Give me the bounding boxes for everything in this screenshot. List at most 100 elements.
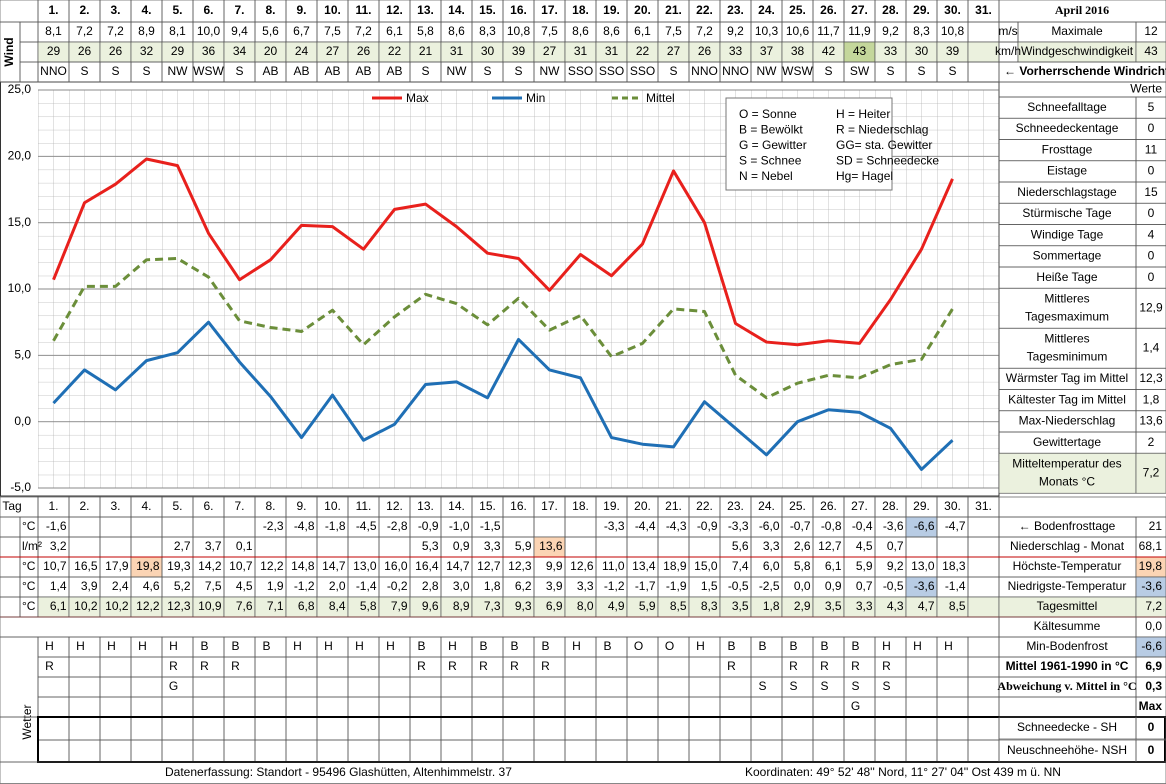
cell-text: -0,5	[728, 579, 749, 593]
cell-text: B	[789, 639, 797, 653]
cell-text: SSO	[599, 64, 624, 78]
cell-text: H	[138, 639, 147, 653]
cell-text: AB	[355, 64, 371, 78]
cell-text: H	[572, 639, 581, 653]
cell-text: Tagesmittel	[1037, 599, 1098, 613]
legend-label: Max	[406, 91, 429, 105]
day-header: 17.	[541, 499, 558, 513]
cell-text: 32	[140, 44, 154, 58]
cell-text: 21	[1149, 519, 1163, 533]
cell-text: 8,3	[701, 599, 718, 613]
day-header: 26.	[820, 499, 837, 513]
day-header: 8.	[265, 499, 275, 513]
cell-text: 10,9	[198, 599, 222, 613]
cell-text: 4,9	[608, 599, 625, 613]
cell-text: Höchste-Temperatur	[1013, 559, 1122, 573]
day-header: 6.	[203, 3, 213, 17]
cell-text: 5,8	[360, 599, 377, 613]
cell-text: 7,9	[391, 599, 408, 613]
cell-text: 14,7	[322, 559, 346, 573]
cell-text: 10,2	[74, 599, 98, 613]
cell-text: 16,0	[384, 559, 408, 573]
cell-text: 14,8	[291, 559, 315, 573]
cell-text: H	[293, 639, 302, 653]
cell-text: 3,3	[577, 579, 594, 593]
day-header: 16.	[510, 499, 527, 513]
cell-text: 9,9	[546, 559, 563, 573]
cell-text: H	[169, 639, 178, 653]
day-header: 31.	[975, 499, 992, 513]
cell-text: 3,2	[50, 539, 67, 553]
cell-text: Monats °C	[1039, 474, 1095, 488]
day-header: 10.	[324, 3, 341, 17]
cell-text: 0,1	[236, 539, 253, 553]
cell-text: -0,5	[883, 579, 904, 593]
cell-text: S	[886, 64, 894, 78]
cell-text: 0	[1148, 720, 1155, 734]
cell-text: 7,5	[665, 24, 682, 38]
cell-text: 8,4	[329, 599, 346, 613]
cell-text: 3,7	[205, 539, 222, 553]
cell-text: 6,9	[546, 599, 563, 613]
cell-text: 13,0	[353, 559, 377, 573]
cell-text: H	[324, 639, 333, 653]
cell-text: SSO	[630, 64, 655, 78]
cell-text: S	[789, 679, 797, 693]
cell-text: -1,5	[480, 519, 501, 533]
series-line	[52, 157, 954, 347]
cell-text: Schneefalltage	[1027, 100, 1107, 114]
cell-text: -2,8	[387, 519, 408, 533]
annotation: Hg= Hagel	[836, 169, 893, 183]
cell-text: Mittel 1961-1990 in °C	[1006, 659, 1129, 673]
cell-text: 4	[1148, 227, 1155, 241]
cell-text: 17,9	[105, 559, 129, 573]
cell-text: Schneedecke - SH	[1017, 720, 1117, 734]
cell-text: 7,2	[696, 24, 713, 38]
cell-text: 15	[1144, 185, 1158, 199]
cell-text: Koordinaten: 49° 52' 48'' Nord, 11° 27' …	[745, 765, 1061, 779]
cell-text: 7,1	[267, 599, 284, 613]
cell-text: R	[882, 659, 891, 673]
cell-text: Tagesmaximum	[1025, 309, 1109, 323]
cell-text: l/m²	[22, 539, 42, 553]
cell-text: 6,1	[50, 599, 67, 613]
cell-text: NNO	[722, 64, 749, 78]
cell-text: -1,6	[46, 519, 67, 533]
cell-text: 34	[233, 44, 247, 58]
cell-text: Max	[1139, 699, 1163, 713]
cell-text: 24	[295, 44, 309, 58]
cell-text: 8,6	[603, 24, 620, 38]
cell-text: °C	[22, 579, 36, 593]
cell-text: 8,6	[448, 24, 465, 38]
day-header: 19.	[603, 499, 620, 513]
cell-text: -1,9	[666, 579, 687, 593]
cell-text: 21	[419, 44, 433, 58]
cell-text: B	[510, 639, 518, 653]
day-header: 2.	[79, 3, 89, 17]
day-header: 9.	[296, 3, 306, 17]
cell-text: 13,6	[539, 539, 563, 553]
day-header: 3.	[110, 3, 120, 17]
cell-text: 7,3	[484, 599, 501, 613]
y-tick-label: -5,0	[10, 480, 31, 494]
cell-text: 30	[481, 44, 495, 58]
cell-text: 9,4	[231, 24, 248, 38]
cell-text: 1,8	[484, 579, 501, 593]
day-header: 28.	[882, 499, 899, 513]
day-header: 7.	[234, 3, 244, 17]
cell-text: 3,9	[81, 579, 98, 593]
series-line	[52, 256, 954, 400]
cell-text: -4,8	[294, 519, 315, 533]
cell-text: 9,2	[727, 24, 744, 38]
cell-text: 8,5	[670, 599, 687, 613]
day-header: 27.	[851, 499, 868, 513]
cell-text: -6,6	[1141, 639, 1162, 653]
cell-text: Stürmische Tage	[1022, 206, 1111, 220]
cell-text: 0	[1148, 121, 1155, 135]
day-header: 1.	[48, 499, 58, 513]
cell-text: Kältesumme	[1034, 619, 1101, 633]
cell-text: G	[851, 699, 860, 713]
cell-text: 12,3	[167, 599, 191, 613]
cell-text: 5	[1148, 100, 1155, 114]
